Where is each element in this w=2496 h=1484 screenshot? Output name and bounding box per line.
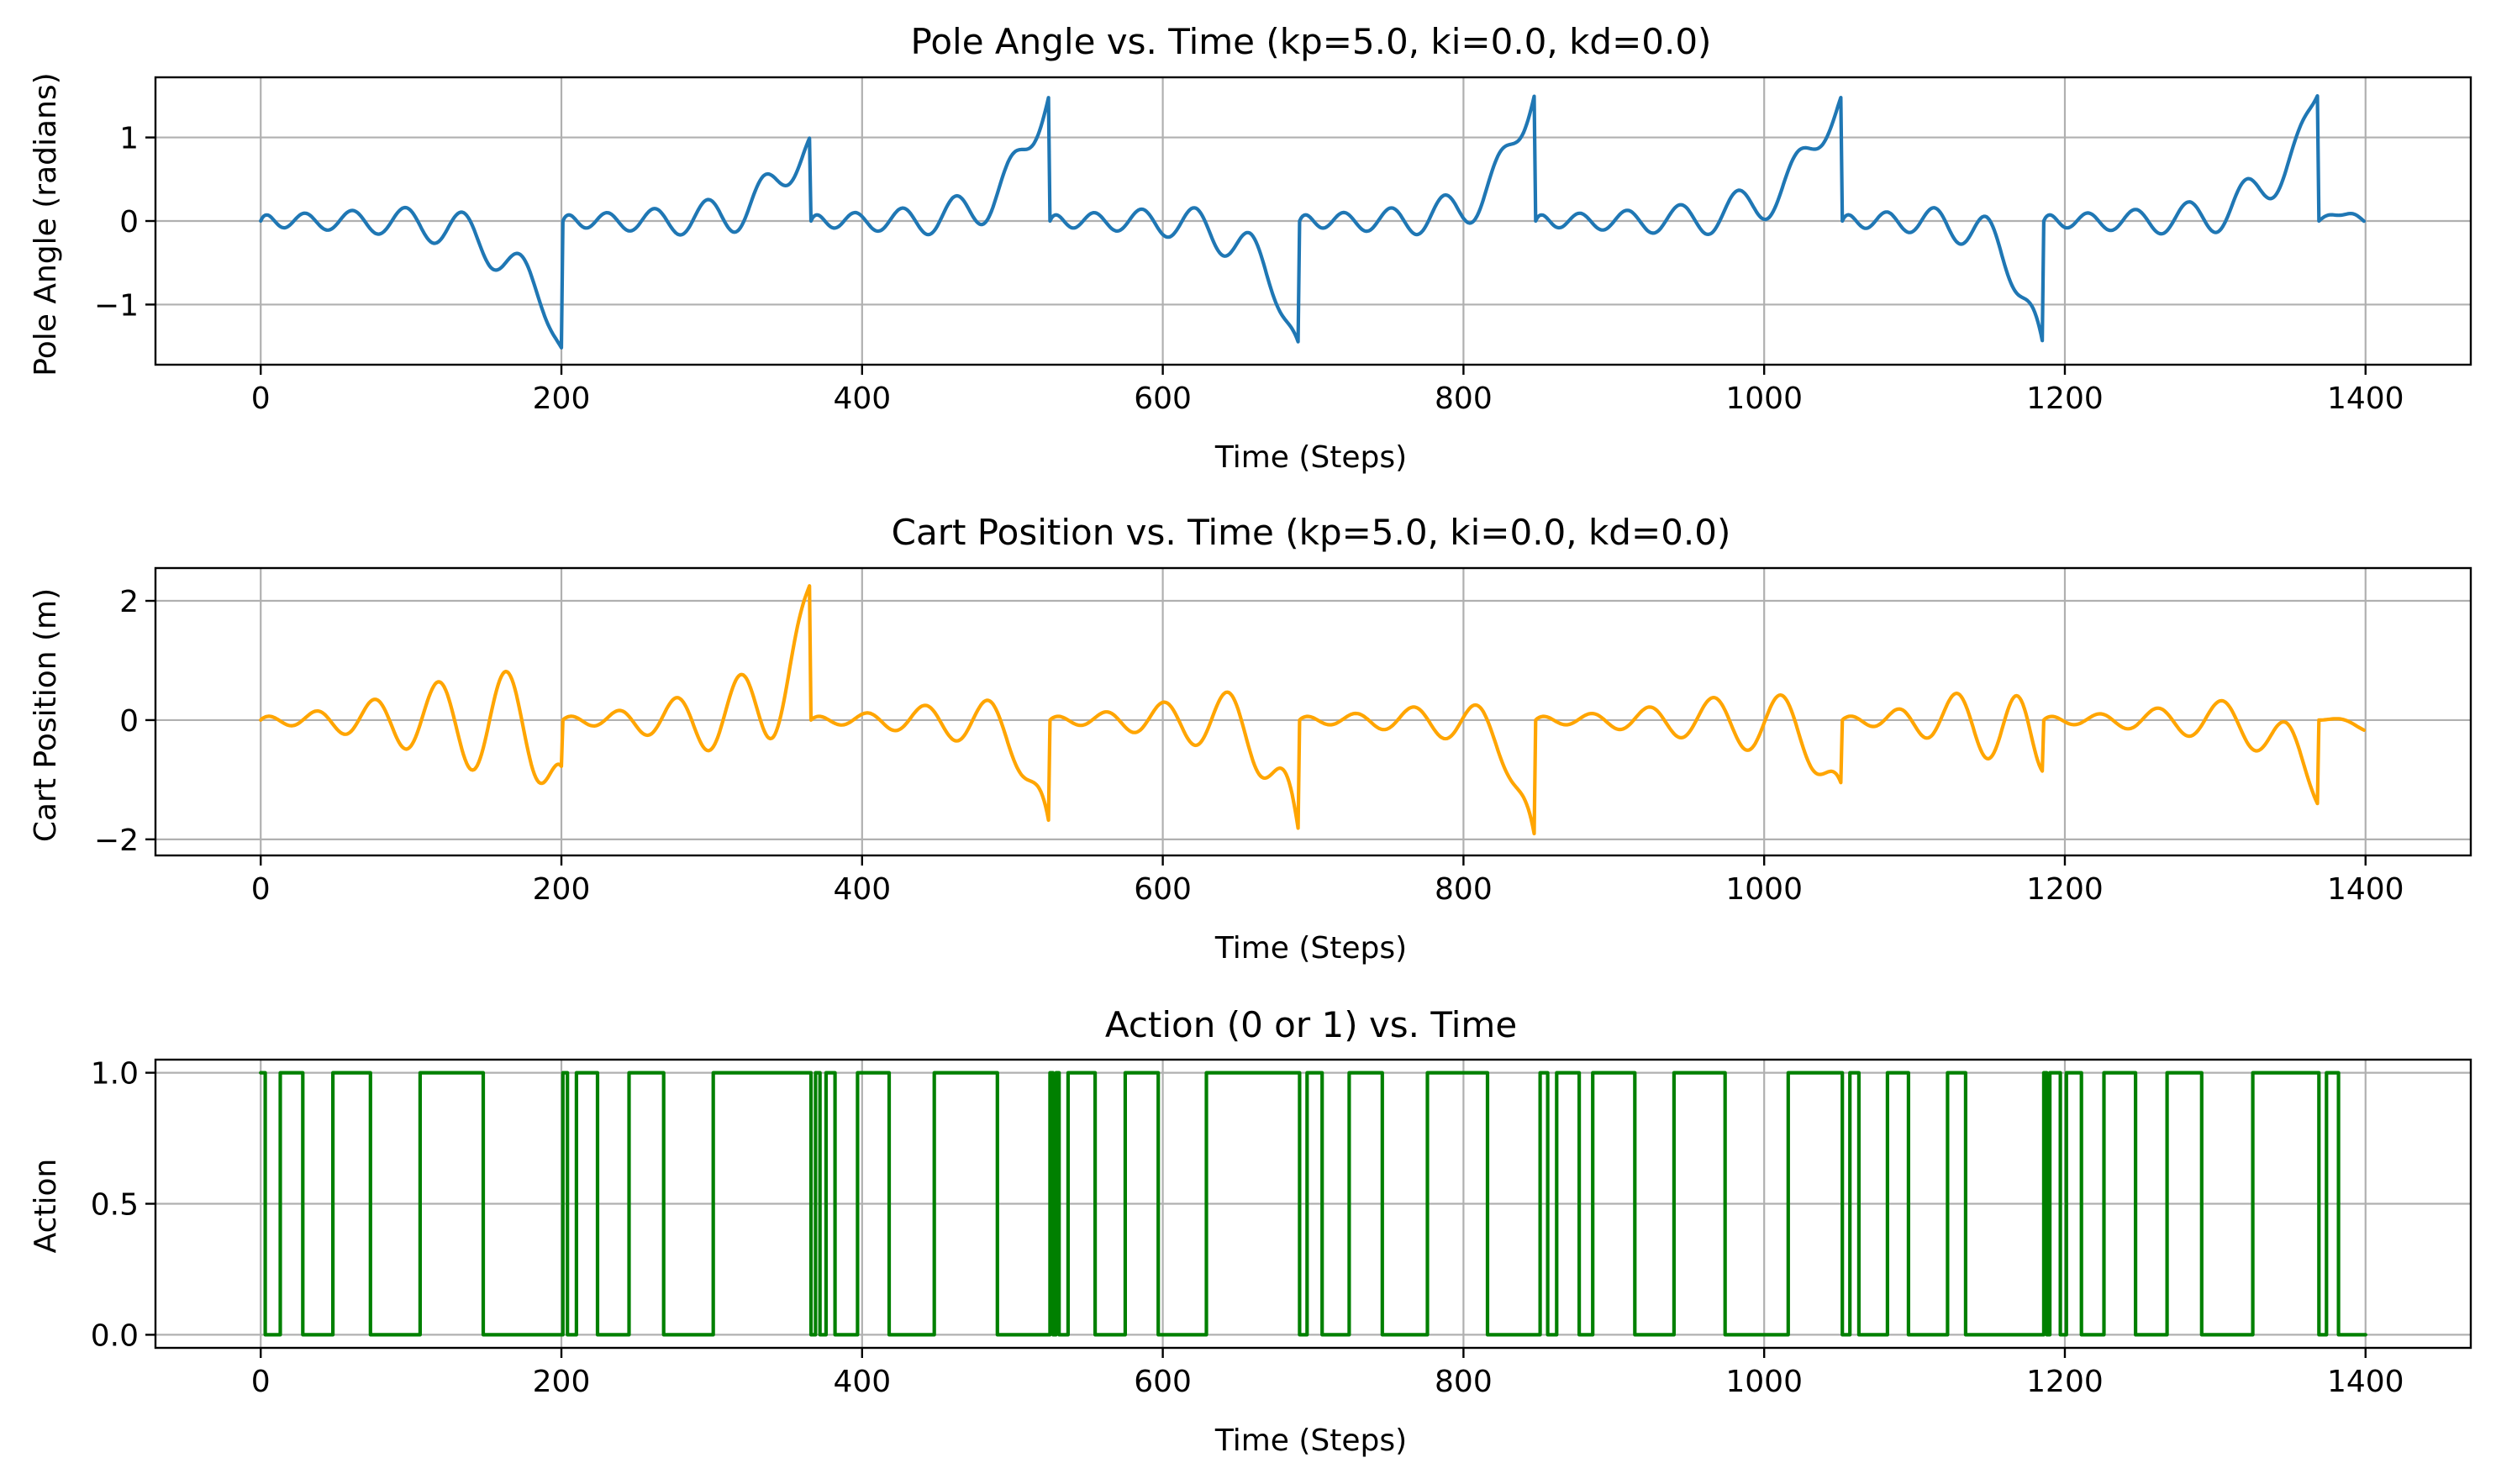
action-x-tick-label: 400 xyxy=(833,1365,891,1399)
pole-angle-y-tick-label: 0 xyxy=(119,205,139,239)
action-y-tick-label: 1.0 xyxy=(91,1057,139,1092)
pole-angle-x-tick-label: 800 xyxy=(1435,382,1493,416)
pole-angle-x-tick-label: 0 xyxy=(251,382,271,416)
pole-angle-series-line xyxy=(259,94,2367,350)
action-y-tick-label: 0.5 xyxy=(91,1188,139,1223)
cart-position-x-tick-label: 400 xyxy=(833,872,891,907)
action-x-tick-label: 1200 xyxy=(2026,1365,2104,1399)
action-panel: 0 200 400 600 800 1000 1200 1400 0.0 0.5 1.0 Actio… xyxy=(29,1004,2472,1458)
pole-angle-plot: 0 200 400 600 800 1000 1200 1400 −1 0 1 xyxy=(94,76,2472,416)
action-x-tick-label: 800 xyxy=(1435,1365,1493,1399)
pole-angle-x-tick-label: 600 xyxy=(1134,382,1192,416)
pole-angle-title: Pole Angle vs. Time (kp=5.0, ki=0.0, kd=… xyxy=(911,21,1712,62)
cart-position-x-tick-label: 600 xyxy=(1134,872,1192,907)
pole-angle-x-tick-label: 1000 xyxy=(1725,382,1803,416)
cart-position-x-tick-label: 1200 xyxy=(2026,872,2104,907)
cart-position-x-tick-label: 200 xyxy=(533,872,591,907)
pole-angle-y-tick-label: −1 xyxy=(94,288,139,323)
pole-angle-panel: 0 200 400 600 800 1000 1200 1400 −1 0 1 Pole Angle… xyxy=(29,21,2472,475)
cart-position-title: Cart Position vs. Time (kp=5.0, ki=0.0, … xyxy=(892,512,1731,553)
action-x-tick-label: 200 xyxy=(533,1365,591,1399)
pole-angle-x-axis-label: Time (Steps) xyxy=(1214,440,1407,475)
cart-position-x-tick-label: 1000 xyxy=(1725,872,1803,907)
cart-position-axes-frame xyxy=(154,566,2472,857)
cart-position-y-tick-label: −2 xyxy=(94,824,139,858)
pole-angle-y-axis-label: Pole Angle (radians) xyxy=(29,72,63,376)
cart-position-y-tick-label: 0 xyxy=(119,704,139,739)
cart-position-plot: 0 200 400 600 800 1000 1200 1400 −2 0 2 xyxy=(94,566,2472,907)
action-y-axis-label: Action xyxy=(29,1159,63,1254)
pole-angle-x-tick-label: 200 xyxy=(533,382,591,416)
action-x-axis-label: Time (Steps) xyxy=(1214,1423,1407,1458)
cart-position-series-line xyxy=(259,584,2367,836)
cart-position-x-tick-label: 0 xyxy=(251,872,271,907)
action-x-tick-label: 0 xyxy=(251,1365,271,1399)
pole-angle-y-tick-label: 1 xyxy=(119,122,139,156)
cart-position-x-tick-label: 1400 xyxy=(2327,872,2404,907)
cart-position-y-tick-label: 2 xyxy=(119,585,139,619)
pole-angle-x-tick-label: 1200 xyxy=(2026,382,2104,416)
cart-position-y-axis-label: Cart Position (m) xyxy=(29,588,63,842)
cart-position-x-tick-label: 800 xyxy=(1435,872,1493,907)
pole-angle-x-tick-label: 400 xyxy=(833,382,891,416)
action-title: Action (0 or 1) vs. Time xyxy=(1105,1004,1517,1045)
pole-angle-x-tick-label: 1400 xyxy=(2327,382,2404,416)
action-x-tick-label: 1000 xyxy=(1725,1365,1803,1399)
action-series-line xyxy=(259,1071,2367,1337)
action-plot: 0 200 400 600 800 1000 1200 1400 0.0 0.5 1.0 xyxy=(91,1057,2472,1399)
cart-position-x-axis-label: Time (Steps) xyxy=(1214,931,1407,966)
action-y-tick-label: 0.0 xyxy=(91,1318,139,1353)
action-x-tick-label: 600 xyxy=(1134,1365,1192,1399)
action-x-tick-label: 1400 xyxy=(2327,1365,2404,1399)
cart-position-panel: 0 200 400 600 800 1000 1200 1400 −2 0 2 Cart Posit… xyxy=(29,512,2472,966)
